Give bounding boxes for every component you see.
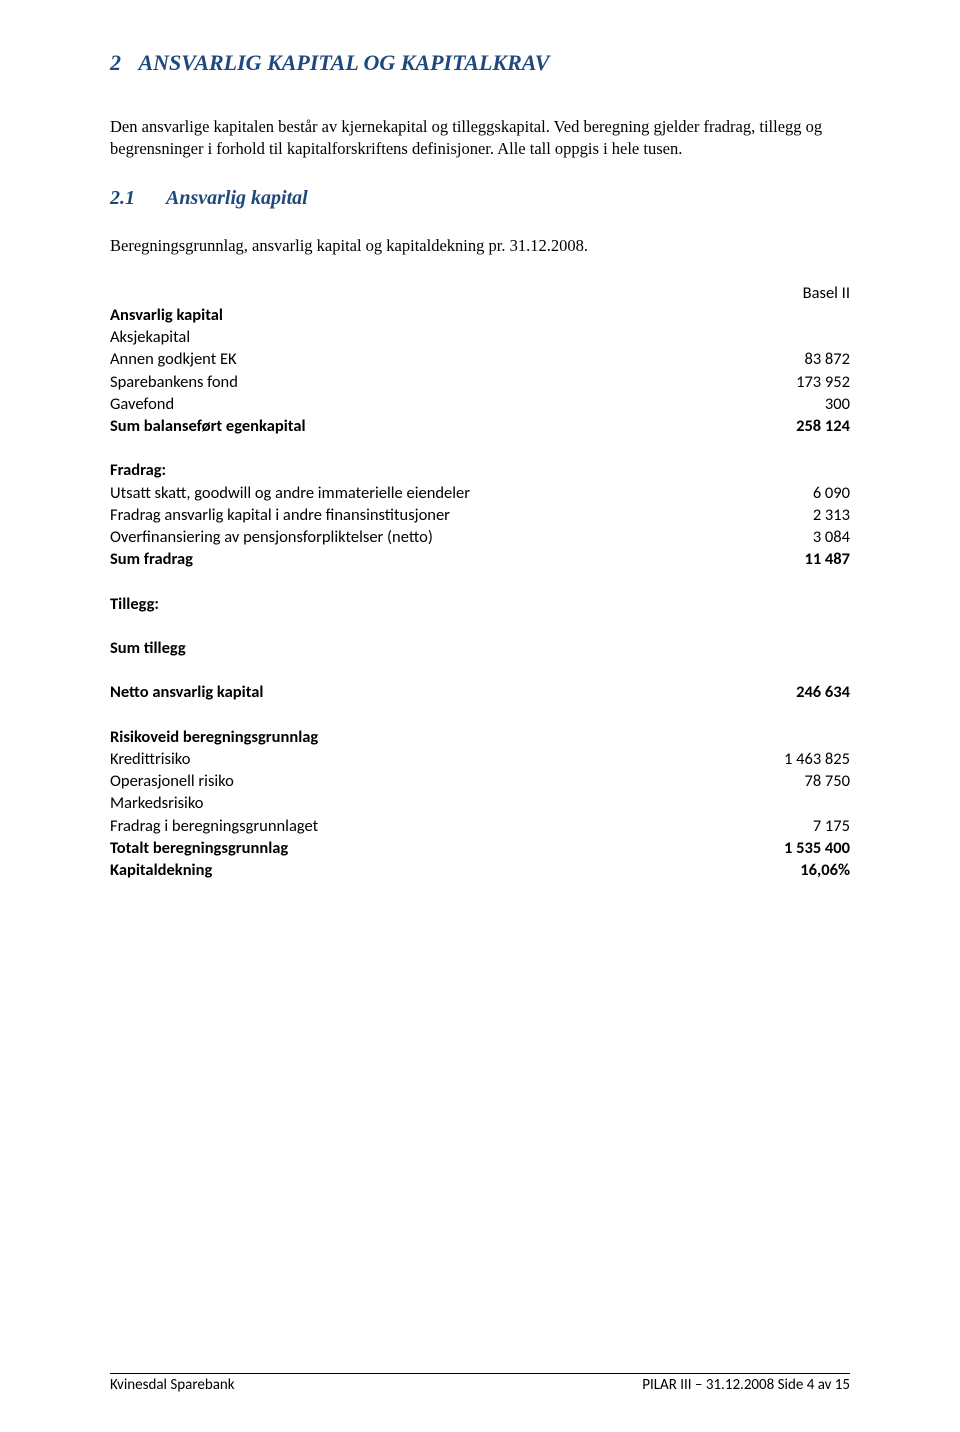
heading-1: 2 ANSVARLIG KAPITAL OG KAPITALKRAV	[110, 50, 850, 76]
heading-1-text: ANSVARLIG KAPITAL OG KAPITALKRAV	[139, 50, 550, 75]
table-row: Markedsrisiko	[110, 792, 850, 814]
group-total-row: Sum tillegg	[110, 637, 850, 659]
footer-right: PILAR III – 31.12.2008 Side 4 av 15	[642, 1376, 850, 1394]
subheading: Beregningsgrunnlag, ansvarlig kapital og…	[110, 236, 850, 256]
group-total-row: Sum fradrag 11 487	[110, 548, 850, 570]
capital-table: Basel II Ansvarlig kapital Aksjekapital …	[110, 282, 850, 882]
footer-left: Kvinesdal Sparebank	[110, 1376, 235, 1394]
group-total-row: Totalt beregningsgrunnlag 1 535 400	[110, 837, 850, 859]
group-total-row: Sum balanseført egenkapital 258 124	[110, 415, 850, 437]
intro-paragraph: Den ansvarlige kapitalen består av kjern…	[110, 116, 850, 161]
group-title: Ansvarlig kapital	[110, 304, 730, 326]
table-row: Annen godkjent EK 83 872	[110, 348, 850, 370]
netto-row: Netto ansvarlig kapital 246 634	[110, 681, 850, 703]
heading-2: 2.1Ansvarlig kapital	[110, 187, 850, 210]
group-title-row: Tillegg:	[110, 593, 850, 615]
group-total-row: Kapitaldekning 16,06%	[110, 859, 850, 881]
page: 2 ANSVARLIG KAPITAL OG KAPITALKRAV Den a…	[0, 0, 960, 1432]
table-row: Gavefond 300	[110, 393, 850, 415]
empty-label	[110, 282, 730, 304]
group-title-row: Fradrag:	[110, 459, 850, 481]
group-title-row: Risikoveid beregningsgrunnlag	[110, 726, 850, 748]
table-row: Operasjonell risiko 78 750	[110, 770, 850, 792]
heading-2-text: Ansvarlig kapital	[166, 187, 308, 209]
table-row: Fradrag i beregningsgrunnlaget 7 175	[110, 815, 850, 837]
page-footer: Kvinesdal Sparebank PILAR III – 31.12.20…	[110, 1373, 850, 1394]
table-row: Sparebankens fond 173 952	[110, 371, 850, 393]
table-row: Kredittrisiko 1 463 825	[110, 748, 850, 770]
table-row: Aksjekapital	[110, 326, 850, 348]
group-title-row: Ansvarlig kapital	[110, 304, 850, 326]
column-header: Basel II	[730, 282, 850, 304]
column-header-row: Basel II	[110, 282, 850, 304]
heading-2-number: 2.1	[110, 187, 166, 210]
table-row: Fradrag ansvarlig kapital i andre finans…	[110, 504, 850, 526]
table-row: Overfinansiering av pensjonsforpliktelse…	[110, 526, 850, 548]
heading-1-number: 2	[110, 50, 122, 75]
table-row: Utsatt skatt, goodwill og andre immateri…	[110, 482, 850, 504]
